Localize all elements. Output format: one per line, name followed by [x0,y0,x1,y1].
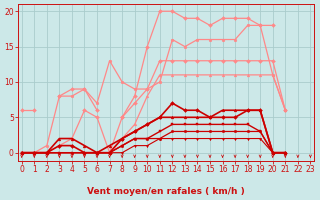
X-axis label: Vent moyen/en rafales ( km/h ): Vent moyen/en rafales ( km/h ) [87,187,245,196]
